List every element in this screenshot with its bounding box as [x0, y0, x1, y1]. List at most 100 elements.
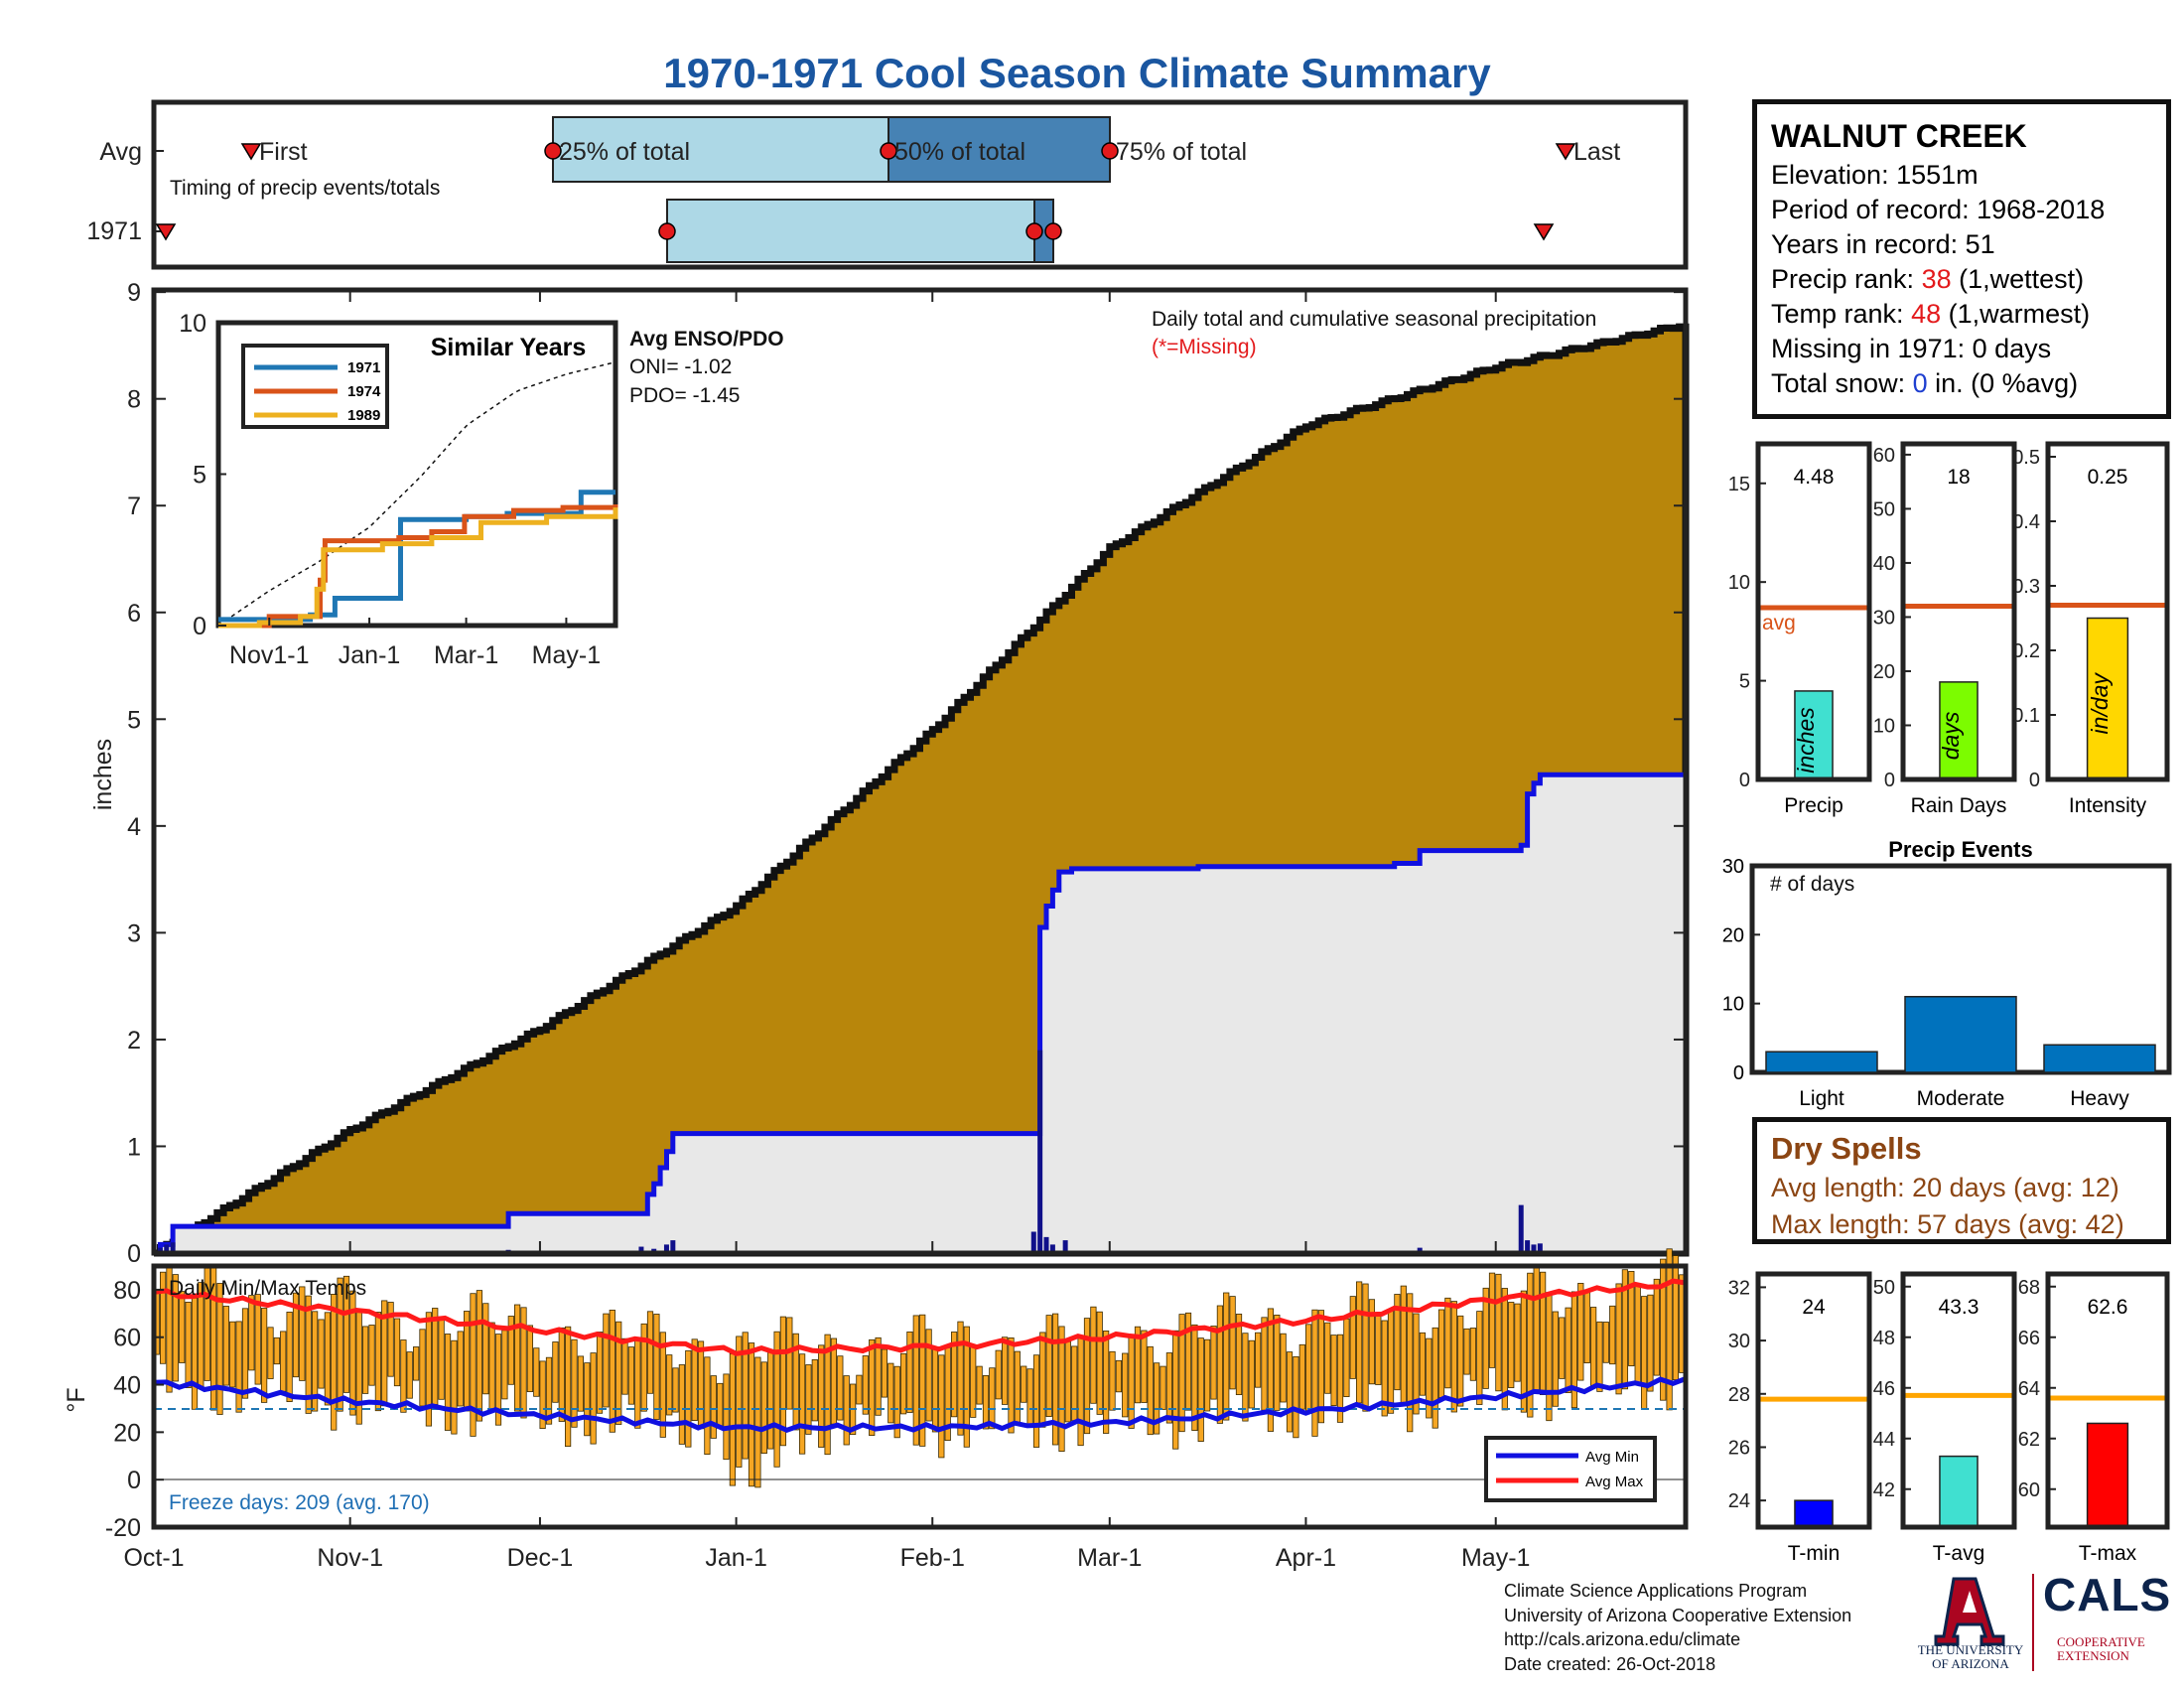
- intensity-panel-ytick: 0.3: [2012, 576, 2040, 598]
- temp-ytick: 40: [113, 1372, 141, 1400]
- missing-days: Missing in 1971: 0 days: [1771, 334, 2052, 363]
- daily-temp-bar: [1248, 1339, 1255, 1409]
- daily-temp-bar: [691, 1338, 698, 1422]
- daily-temp-bar: [1609, 1305, 1616, 1365]
- daily-temp-bar: [552, 1341, 559, 1403]
- daily-precip-bar: [1037, 1050, 1043, 1253]
- daily-temp-bar: [1184, 1312, 1192, 1411]
- daily-temp-bar: [1508, 1302, 1515, 1388]
- daily-temp-bar: [1615, 1283, 1622, 1395]
- rain-days-panel-ytick: 30: [1873, 607, 1895, 629]
- intensity-panel-label: Intensity: [2069, 794, 2147, 817]
- intensity-panel-ytick: 0.1: [2012, 705, 2040, 727]
- daily-temp-bar: [875, 1336, 882, 1416]
- daily-temp-bar: [1565, 1307, 1571, 1393]
- daily-precip-bar: [1518, 1204, 1524, 1253]
- daily-temp-bar: [1083, 1318, 1091, 1435]
- daily-temp-bar: [1229, 1296, 1236, 1390]
- daily-temp-bar: [672, 1367, 679, 1413]
- daily-temp-bar: [736, 1336, 743, 1468]
- daily-temp-bar: [482, 1303, 489, 1395]
- daily-temp-bar: [893, 1365, 900, 1439]
- tavg-panel-ytick: 42: [1873, 1479, 1895, 1501]
- station-info-box: WALNUT CREEK Elevation: 1551m Period of …: [1752, 99, 2171, 419]
- tmax-panel-ytick: 66: [2018, 1328, 2040, 1349]
- years-in-record: Years in record: 51: [1771, 229, 1995, 259]
- tavg-panel: 42 44 46 48 50 43.3 T-avg: [1873, 1271, 2017, 1565]
- temp-legend: [1484, 1436, 1657, 1502]
- precip-panel-ytick: 10: [1728, 572, 1750, 594]
- tavg-panel-ytick: 48: [1873, 1328, 1895, 1349]
- daily-temp-bar: [1103, 1331, 1110, 1434]
- daily-temp-bar: [1349, 1296, 1356, 1379]
- daily-temp-bar: [286, 1312, 293, 1403]
- month-axis: Oct-1 Nov-1 Dec-1 Jan-1 Feb-1 Mar-1 Apr-1 May-1: [123, 290, 1530, 1572]
- main-annotation: Daily total and cumulative seasonal prec…: [1152, 308, 1596, 331]
- daily-temp-bar: [331, 1294, 338, 1431]
- daily-temp-bar: [1032, 1354, 1040, 1448]
- daily-temp-bar: [305, 1295, 312, 1414]
- daily-temp-bar: [432, 1308, 439, 1405]
- main-ytick: 1: [127, 1133, 141, 1161]
- event-bar: [1904, 995, 2017, 1073]
- daily-temp-bar: [995, 1349, 1002, 1400]
- timing-row-avg: Avg: [99, 138, 142, 166]
- daily-temp-bar: [1495, 1273, 1502, 1392]
- dry-spells-title: Dry Spells: [1771, 1131, 1922, 1166]
- daily-temp-bar: [280, 1331, 287, 1392]
- daily-precip-bar: [663, 1244, 669, 1253]
- daily-temp-bar: [678, 1364, 686, 1445]
- avg-first-marker: [240, 143, 262, 161]
- temp-ylabel: °F: [63, 1387, 90, 1412]
- tmin-panel-ytick: 28: [1728, 1384, 1750, 1406]
- daily-temp-bar: [584, 1362, 591, 1437]
- avg-last-marker: [1555, 143, 1576, 161]
- daily-temp-bar: [1527, 1272, 1534, 1418]
- avg-p25-marker: [544, 142, 562, 160]
- daily-temp-bar: [1160, 1365, 1166, 1410]
- daily-temp-bar: [1540, 1271, 1547, 1395]
- daily-temp-bar: [488, 1322, 495, 1410]
- avg-p75-marker: [1101, 142, 1119, 160]
- inset-line-1974: [218, 504, 618, 629]
- daily-temp-bar: [1305, 1324, 1312, 1412]
- timing-avg-box-low: [552, 116, 889, 183]
- summary-bar-panels: 0 5 10 15 4.48 inches avg Precip 0 10 20 30 40 50 60 18…: [1728, 441, 2170, 1565]
- daily-temp-bar: [1191, 1324, 1198, 1432]
- month-tick: Apr-1: [1276, 1544, 1336, 1572]
- daily-temp-bar: [634, 1339, 641, 1429]
- daily-temp-bar: [1178, 1314, 1185, 1433]
- 1971-first-marker: [155, 223, 177, 241]
- cals-line2: EXTENSION: [2057, 1648, 2129, 1663]
- daily-temp-bar: [1343, 1318, 1350, 1397]
- intensity-panel-ytick: 0.4: [2012, 511, 2040, 533]
- timing-1971-box-low: [666, 199, 1035, 263]
- daily-temp-bar: [1064, 1340, 1071, 1423]
- events-sub: # of days: [1770, 873, 1854, 896]
- daily-temp-bar: [1026, 1368, 1033, 1425]
- daily-temp-bar: [906, 1332, 913, 1413]
- missing-note: (*=Missing): [1152, 336, 1257, 358]
- daily-precip-bar: [1062, 1240, 1068, 1253]
- tmin-panel-label: T-min: [1788, 1542, 1841, 1565]
- daily-temp-bar: [1621, 1269, 1629, 1390]
- daily-temp-bar: [241, 1308, 249, 1399]
- precip-panel-value: 4.48: [1794, 466, 1835, 489]
- daily-temp-bar: [1002, 1336, 1009, 1405]
- daily-temp-bar: [919, 1314, 926, 1447]
- inset-ytick: 10: [179, 310, 206, 338]
- tmax-panel-value: 62.6: [2088, 1296, 2128, 1319]
- timing-panel: Avg 1971 First 25% of total 50% of total…: [86, 99, 1689, 270]
- rain-days-panel-ytick: 20: [1873, 661, 1895, 683]
- precip-panel-ytick: 5: [1739, 671, 1750, 693]
- timing-first-label: First: [259, 138, 308, 166]
- event-category: Heavy: [2070, 1087, 2129, 1110]
- daily-temp-bar: [1317, 1310, 1325, 1424]
- avg-max-line: [153, 1278, 1687, 1356]
- daily-temp-bar: [565, 1326, 572, 1447]
- daily-temp-bar: [1419, 1332, 1427, 1396]
- daily-temp-bar: [470, 1293, 477, 1437]
- enso-title: Avg ENSO/PDO: [629, 328, 784, 351]
- daily-temp-bar: [989, 1367, 996, 1430]
- daily-temp-bar: [609, 1310, 615, 1433]
